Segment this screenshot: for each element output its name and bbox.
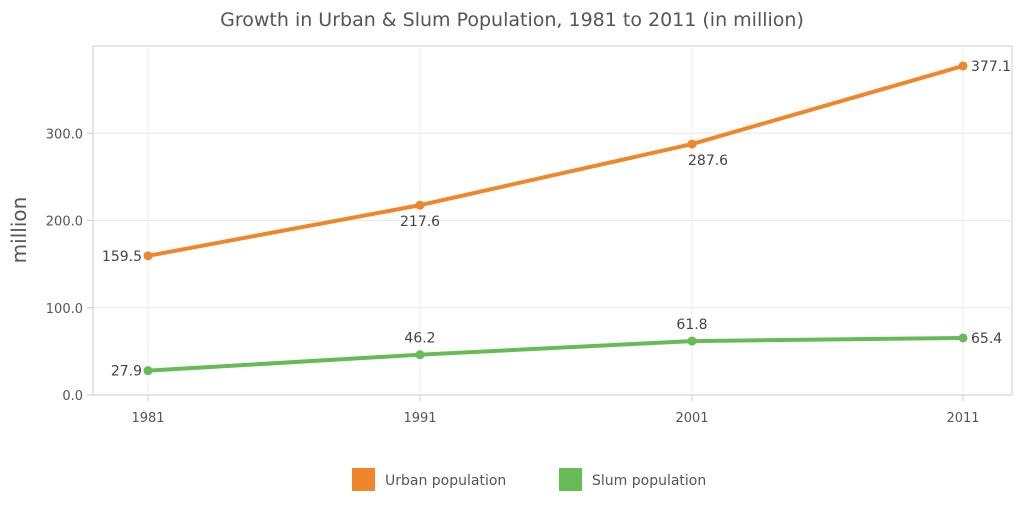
data-label: 46.2 — [404, 331, 435, 347]
chart-title: Growth in Urban & Slum Population, 1981 … — [220, 9, 804, 31]
y-tick-label: 0.0 — [62, 389, 83, 404]
legend-label: Slum population — [592, 473, 706, 489]
series-line-urban — [147, 64, 964, 258]
data-label: 65.4 — [971, 331, 1002, 347]
data-point — [143, 366, 153, 376]
data-point — [958, 61, 968, 71]
data-label: 61.8 — [676, 317, 707, 333]
data-point — [415, 350, 425, 360]
y-tick-label: 300.0 — [46, 127, 83, 142]
y-axis-label: million — [7, 197, 31, 264]
legend-swatch — [352, 468, 375, 491]
data-label: 27.9 — [111, 364, 142, 380]
data-point — [415, 200, 425, 210]
data-point — [687, 139, 697, 149]
data-point — [958, 333, 968, 343]
data-point — [143, 251, 153, 261]
data-label: 287.6 — [688, 153, 728, 169]
legend-swatch — [559, 468, 582, 491]
data-label: 377.1 — [971, 59, 1011, 75]
x-tick-label: 2001 — [675, 411, 708, 426]
data-label: 159.5 — [102, 249, 142, 265]
data-label: 217.6 — [400, 214, 440, 230]
legend-label: Urban population — [385, 473, 506, 489]
x-tick-label: 1981 — [131, 411, 164, 426]
series-line-slum — [147, 335, 964, 373]
x-tick-label: 2011 — [946, 411, 979, 426]
y-tick-label: 200.0 — [46, 215, 83, 230]
x-tick-label: 1991 — [403, 411, 436, 426]
data-point — [687, 336, 697, 346]
y-tick-label: 100.0 — [46, 302, 83, 317]
